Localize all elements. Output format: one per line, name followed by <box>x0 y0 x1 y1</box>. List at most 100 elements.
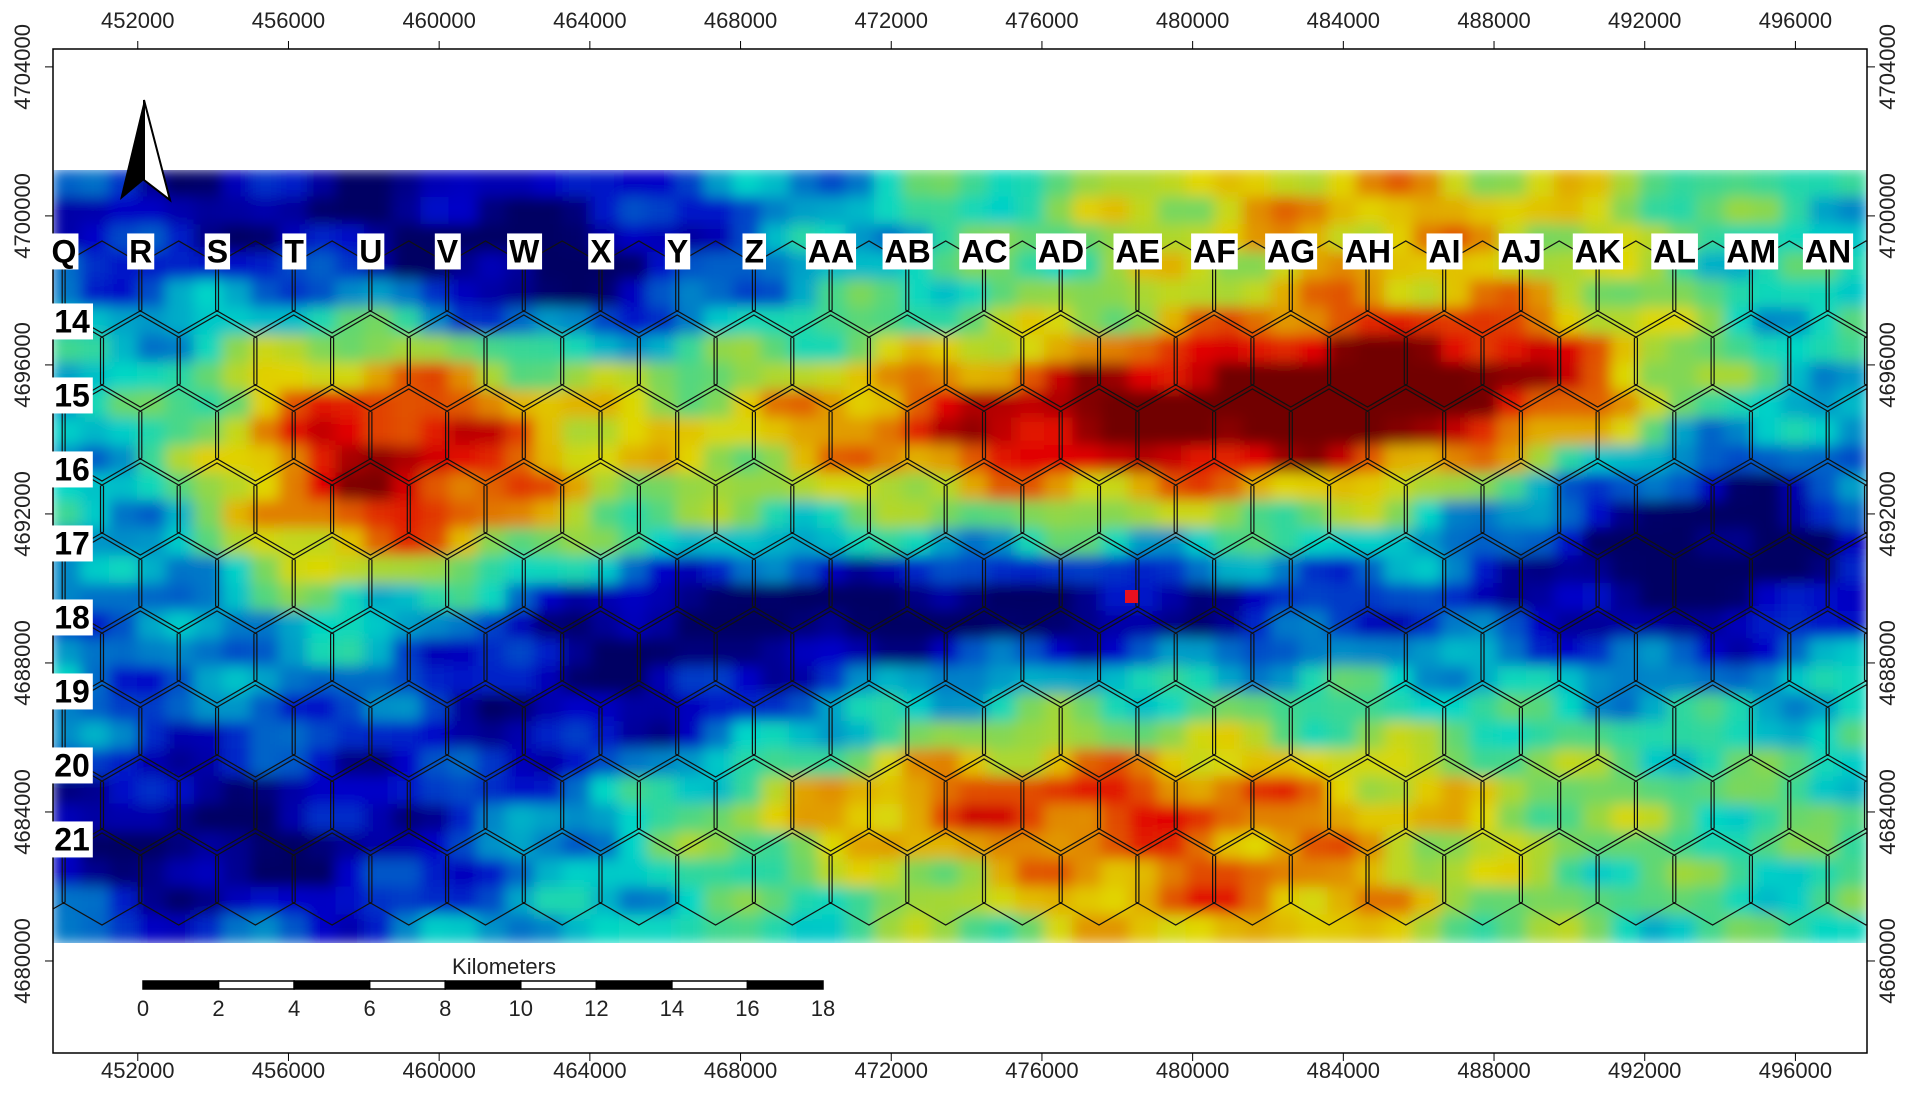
heat-cell <box>335 279 365 309</box>
heat-cell <box>1384 197 1414 227</box>
heat-cell <box>1498 666 1528 696</box>
heat-cell <box>987 473 1017 503</box>
heat-cell <box>477 417 507 447</box>
x-tick-label-top: 496000 <box>1759 8 1832 33</box>
heat-cell <box>1101 500 1131 530</box>
heat-cell <box>1668 417 1698 447</box>
heat-cell <box>902 721 932 751</box>
heat-cell <box>1044 335 1074 365</box>
heat-cell <box>1299 417 1329 447</box>
heat-cell <box>732 666 762 696</box>
heat-cell <box>931 473 961 503</box>
x-tick-label-top: 492000 <box>1608 8 1681 33</box>
heat-cell <box>704 583 734 613</box>
heat-cell <box>420 417 450 447</box>
heat-cell <box>1356 197 1386 227</box>
heat-cell <box>1583 473 1613 503</box>
heat-cell <box>1299 721 1329 751</box>
heat-cell <box>647 362 677 392</box>
heat-cell <box>109 556 139 586</box>
heat-cell <box>789 445 819 475</box>
heat-cell <box>506 914 536 944</box>
heat-cell <box>1072 390 1102 420</box>
heat-cell <box>1129 887 1159 917</box>
heat-cell <box>307 611 337 641</box>
heat-cell <box>902 279 932 309</box>
heat-cell <box>591 556 621 586</box>
heat-cell <box>335 804 365 834</box>
heat-cell <box>591 528 621 558</box>
heat-cell <box>420 749 450 779</box>
heat-cell <box>1157 362 1187 392</box>
heat-cell <box>1214 666 1244 696</box>
heat-cell <box>1271 804 1301 834</box>
heat-cell <box>1498 279 1528 309</box>
heat-cell <box>591 666 621 696</box>
heat-cell <box>1157 528 1187 558</box>
heat-cell <box>52 721 82 751</box>
heat-cell <box>931 694 961 724</box>
heat-cell <box>1724 666 1754 696</box>
scale-segment <box>370 981 446 989</box>
heat-cell <box>1526 556 1556 586</box>
heat-cell <box>562 611 592 641</box>
heat-cell <box>1611 611 1641 641</box>
heat-cell <box>647 169 677 199</box>
column-label: Y <box>667 233 688 269</box>
heat-cell <box>987 197 1017 227</box>
heat-cell <box>591 445 621 475</box>
column-label: R <box>129 233 152 269</box>
heat-cell <box>1157 556 1187 586</box>
heat-cell <box>1753 279 1783 309</box>
heat-cell <box>250 638 280 668</box>
column-label: X <box>590 233 612 269</box>
heat-cell <box>1696 914 1726 944</box>
heat-cell <box>506 694 536 724</box>
heat-cell <box>1526 914 1556 944</box>
heat-cell <box>1554 417 1584 447</box>
heat-cell <box>1469 197 1499 227</box>
heat-cell <box>1809 666 1839 696</box>
heat-cell <box>562 335 592 365</box>
heat-cell <box>931 556 961 586</box>
heat-cell <box>1696 197 1726 227</box>
y-tick-label-left: 4684000 <box>10 769 35 855</box>
heat-cell <box>307 887 337 917</box>
heat-cell <box>1639 832 1669 862</box>
heat-cell <box>534 638 564 668</box>
x-tick-label-bottom: 476000 <box>1005 1058 1078 1083</box>
heat-cell <box>562 473 592 503</box>
heat-cell <box>1242 279 1272 309</box>
heat-cell <box>1668 528 1698 558</box>
heat-cell <box>647 417 677 447</box>
heat-cell <box>250 500 280 530</box>
heat-cell <box>1129 721 1159 751</box>
heat-cell <box>846 749 876 779</box>
heat-cell <box>1583 694 1613 724</box>
heat-cell <box>1186 500 1216 530</box>
heat-cell <box>591 307 621 337</box>
heat-cell <box>1242 473 1272 503</box>
heat-cell <box>1639 197 1669 227</box>
heat-cell <box>1696 252 1726 282</box>
heat-cell <box>1356 500 1386 530</box>
heat-cell <box>1781 832 1811 862</box>
heat-cell <box>109 473 139 503</box>
heat-cell <box>109 500 139 530</box>
heat-cell <box>931 307 961 337</box>
heat-cell <box>165 887 195 917</box>
heat-cell <box>392 887 422 917</box>
heat-cell <box>1413 804 1443 834</box>
heat-cell <box>137 500 167 530</box>
heat-cell <box>1327 859 1357 889</box>
heat-cell <box>1668 556 1698 586</box>
row-label: 17 <box>54 525 90 561</box>
heat-cell <box>1157 500 1187 530</box>
heat-cell <box>761 335 791 365</box>
heat-cell <box>1441 335 1471 365</box>
heat-cell <box>902 335 932 365</box>
heat-cell <box>222 914 252 944</box>
heat-cell <box>1696 583 1726 613</box>
heat-cell <box>80 914 110 944</box>
heat-cell <box>1583 445 1613 475</box>
